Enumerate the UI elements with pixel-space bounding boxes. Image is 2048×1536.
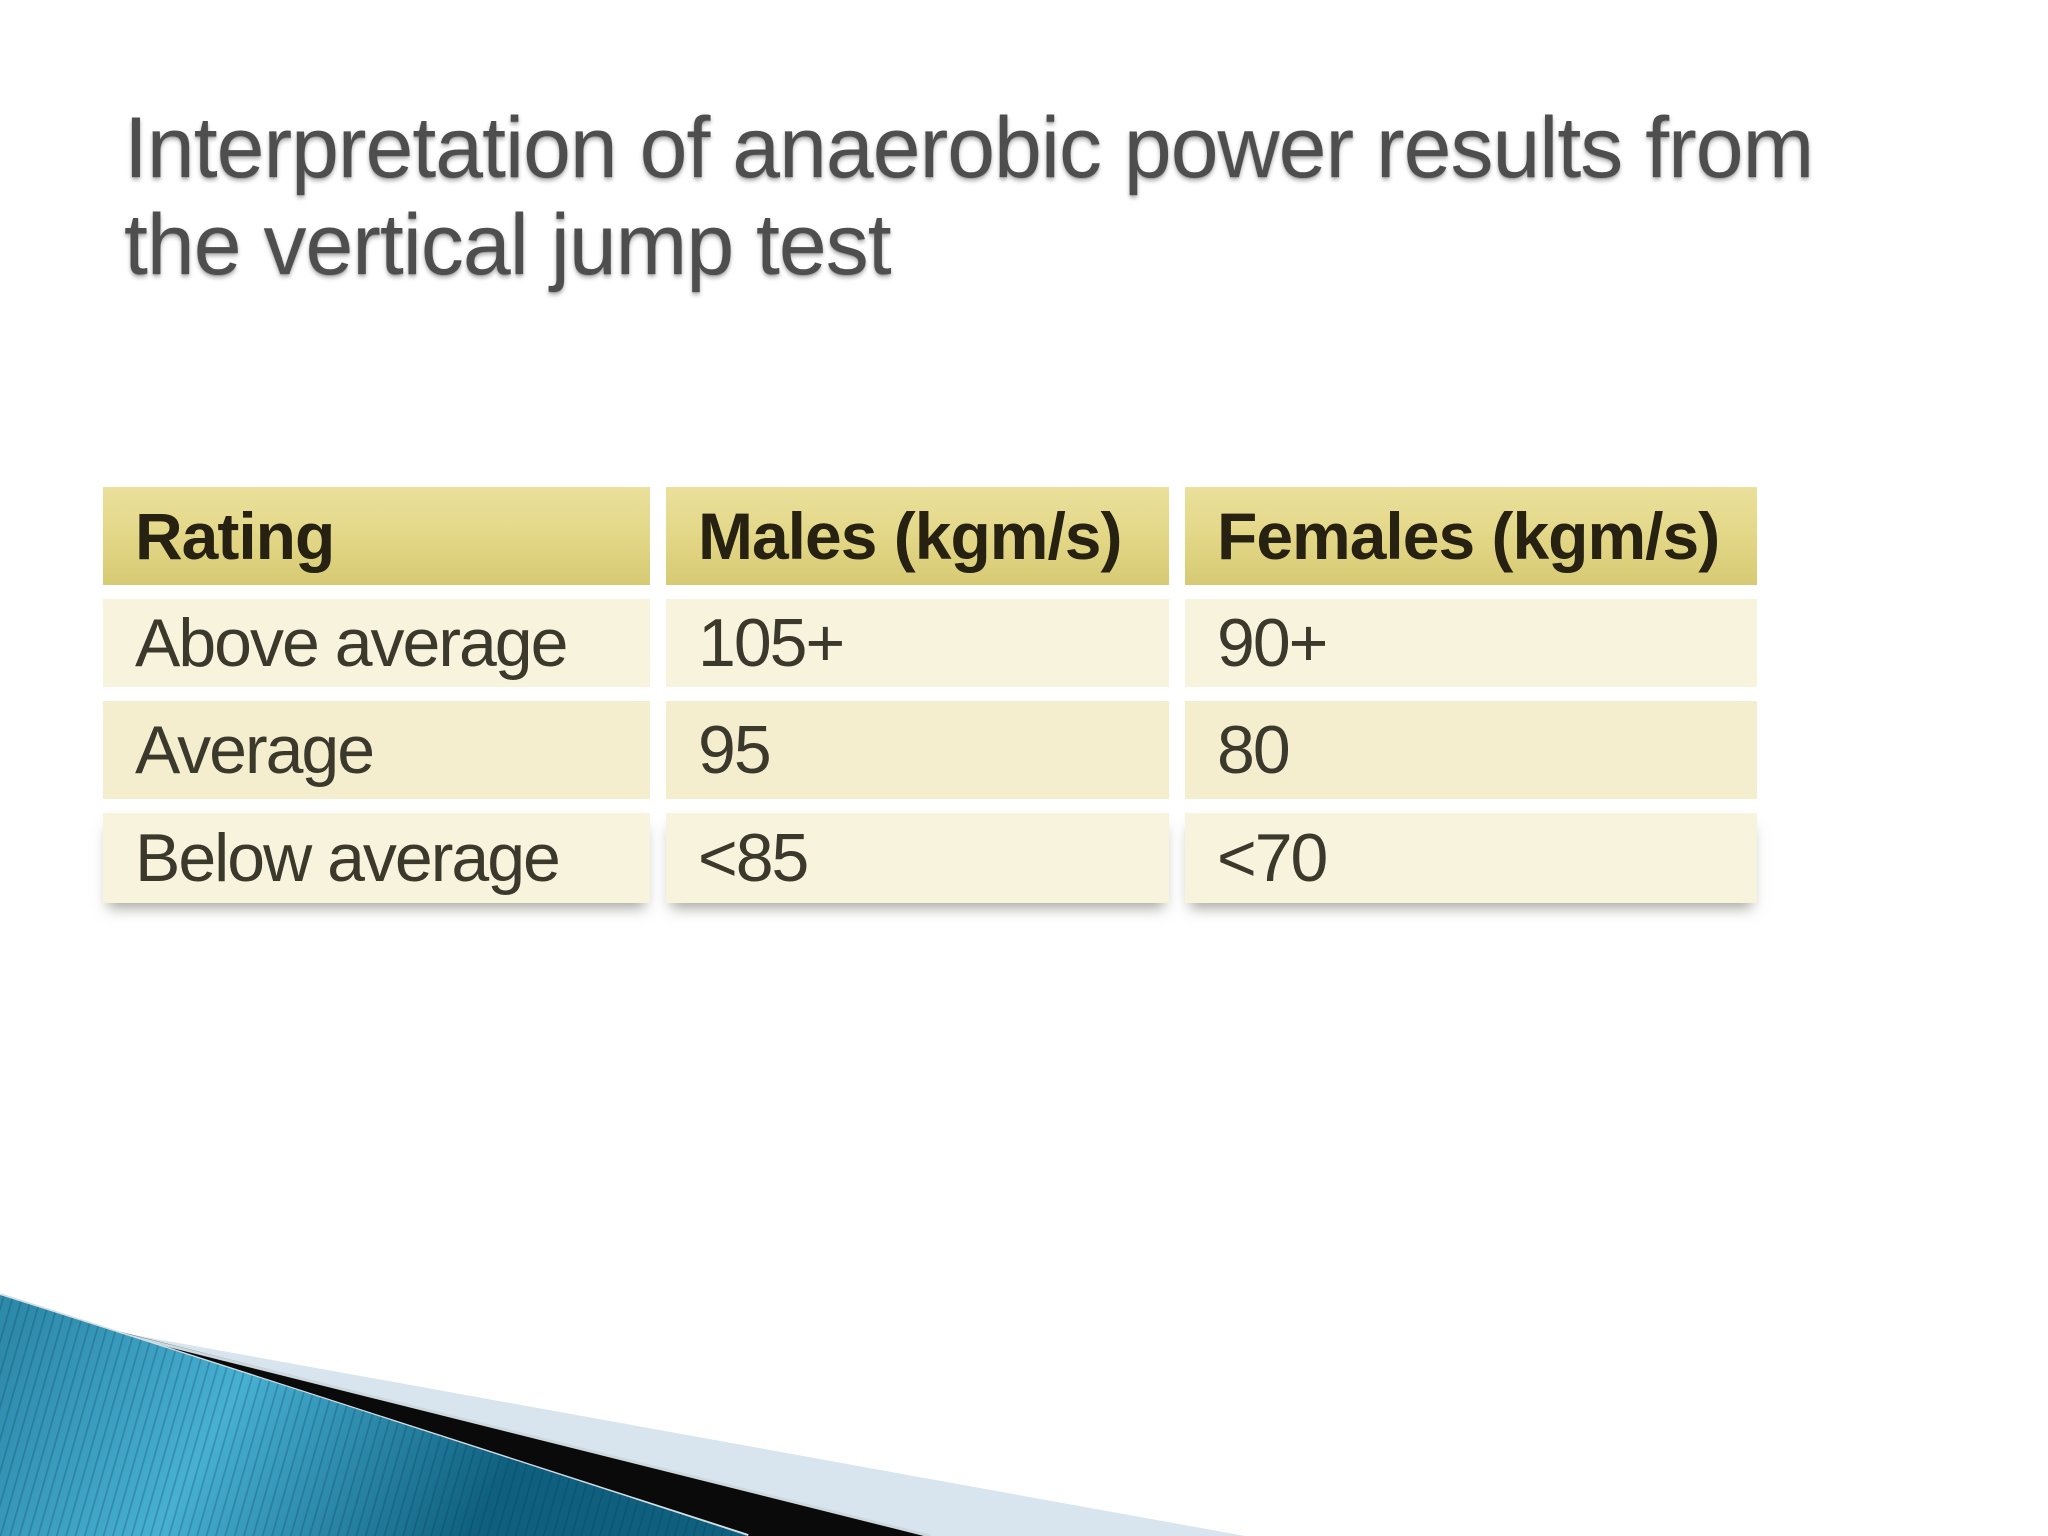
header-label: Females (kgm/s) [1217,499,1720,573]
slide-title: Interpretation of anaerobic power result… [124,100,1814,294]
table-cell-females: <70 [1185,813,1757,903]
table-cell-females: 80 [1185,701,1757,799]
cell-value: Below average [135,820,561,896]
cell-value: 80 [1217,712,1291,788]
table-cell-females: 90+ [1185,599,1757,687]
header-label: Males (kgm/s) [698,499,1122,573]
header-cell-rating: Rating [103,487,650,585]
cell-value: Above average [135,605,568,681]
header-cell-males: Males (kgm/s) [666,487,1169,585]
table-cell-males: 105+ [666,599,1169,687]
cell-value: Average [135,712,375,788]
band-separator-line [109,1329,931,1536]
cell-value: 105+ [698,605,845,681]
light-blue-band [112,1331,1245,1536]
table-cell-males: <85 [666,813,1169,903]
table-cell-rating: Average [103,701,650,799]
teal-wedge [0,1295,748,1536]
slide-title-line2: the vertical jump test [124,197,892,293]
cell-value: 90+ [1217,605,1328,681]
slide-title-line1: Interpretation of anaerobic power result… [124,100,1814,196]
header-label: Rating [135,499,335,573]
header-cell-females: Females (kgm/s) [1185,487,1757,585]
teal-wedge-stripes [0,1295,748,1536]
table-cell-rating: Below average [103,813,650,903]
cell-value: 95 [698,712,772,788]
ratings-table: Rating Males (kgm/s) Females (kgm/s) Abo… [103,487,1757,903]
cell-value: <85 [698,820,809,896]
table-cell-males: 95 [666,701,1169,799]
black-band [105,1328,930,1536]
cell-value: <70 [1217,820,1328,896]
teal-edge-line [0,1293,749,1536]
table-cell-rating: Above average [103,599,650,687]
